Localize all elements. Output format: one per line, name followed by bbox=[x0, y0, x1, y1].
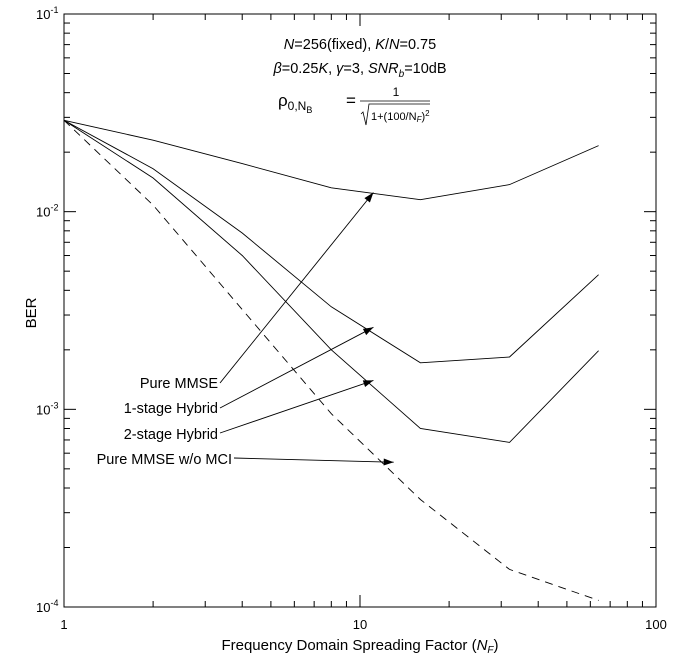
y-tick-label: 10-3 bbox=[36, 400, 58, 417]
annotation-pure-mmse: Pure MMSE bbox=[140, 376, 218, 392]
annotation-arrows bbox=[219, 192, 394, 466]
series-line-2-stage-hybrid bbox=[63, 119, 599, 443]
plot-frame bbox=[63, 13, 657, 608]
annotation-2-stage-hybrid: 2-stage Hybrid bbox=[124, 427, 218, 443]
series-line-pure-mmse bbox=[63, 119, 599, 201]
correlation-formula: ρ0,NB = 1 1+(100/NF)2 bbox=[278, 85, 430, 126]
x-tick-label: 100 bbox=[645, 617, 667, 632]
param-line-2: β=0.25K, γ=3, SNRb=10dB bbox=[272, 61, 446, 80]
arrow-pure-mmse bbox=[219, 192, 374, 384]
arrow-1-stage-hybrid bbox=[219, 326, 374, 409]
x-tick-label: 10 bbox=[353, 617, 367, 632]
y-tick-label: 10-2 bbox=[36, 203, 58, 220]
param-line-1: N=256(fixed), K/N=0.75 bbox=[284, 37, 436, 53]
series-layer bbox=[63, 119, 599, 601]
axis-ticks: 1 10 100 10-4 10-3 10-2 10-1 bbox=[36, 5, 667, 632]
x-tick-label: 1 bbox=[60, 617, 67, 632]
series-line-pure-mmse-w-o-mci bbox=[63, 119, 599, 601]
arrow-2-stage-hybrid bbox=[219, 380, 374, 434]
formula-denominator: 1+(100/NF)2 bbox=[371, 109, 430, 124]
y-tick-label: 10-1 bbox=[36, 5, 58, 22]
formula-equals: = bbox=[346, 91, 356, 110]
y-axis-title: BER bbox=[23, 297, 40, 328]
sqrt-sign bbox=[360, 103, 430, 126]
y-tick-label: 10-4 bbox=[36, 598, 58, 615]
formula-lhs: ρ0,NB bbox=[278, 91, 312, 115]
series-line-1-stage-hybrid bbox=[63, 119, 599, 364]
x-axis-title: Frequency Domain Spreading Factor (NF) bbox=[221, 637, 498, 656]
arrow-pure-mmse-w-o-mci bbox=[233, 457, 394, 466]
annotation-pure-mmse-wo-mci: Pure MMSE w/o MCI bbox=[97, 452, 232, 468]
annotation-1-stage-hybrid: 1-stage Hybrid bbox=[124, 401, 218, 417]
formula-numerator: 1 bbox=[393, 85, 400, 99]
